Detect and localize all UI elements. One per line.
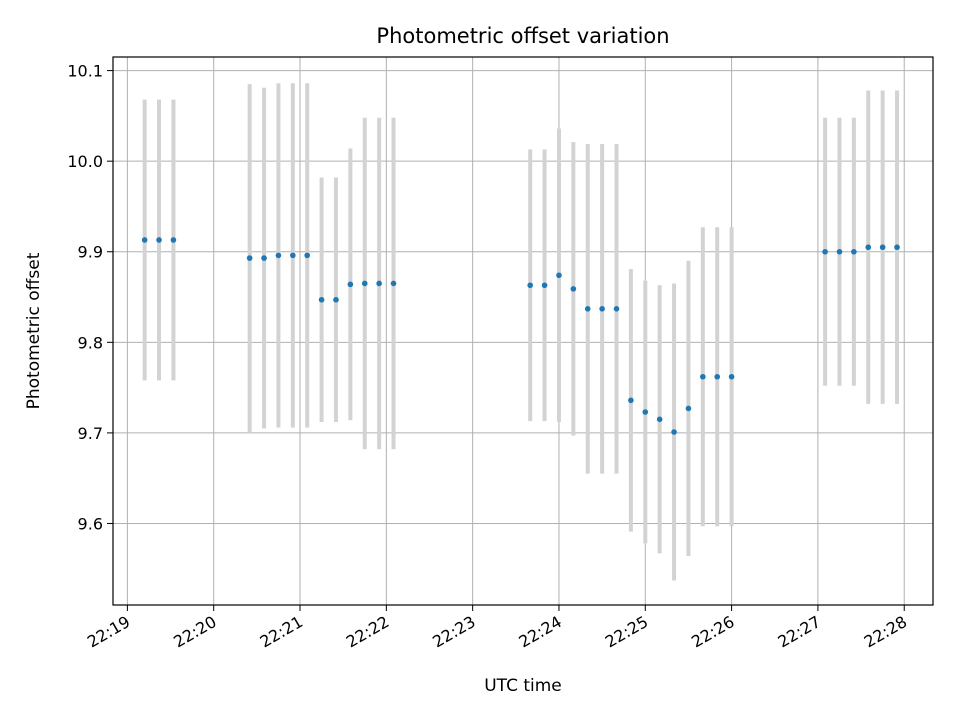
data-point [333, 296, 339, 303]
data-point [851, 248, 857, 255]
data-point [390, 280, 397, 287]
data-point [714, 373, 721, 380]
data-point [304, 252, 311, 259]
data-point [894, 244, 900, 251]
data-point [541, 282, 548, 289]
data-point [822, 248, 828, 255]
y-tick-label: 9.8 [78, 333, 103, 352]
data-point [290, 252, 296, 259]
data-points [141, 237, 900, 435]
data-point [865, 244, 872, 251]
data-point [570, 286, 577, 292]
data-point [836, 248, 843, 255]
data-point [879, 244, 886, 251]
data-point [613, 306, 620, 312]
y-tick-label: 10.1 [67, 62, 103, 81]
data-point [728, 373, 735, 380]
data-point [556, 272, 562, 279]
data-point [685, 405, 692, 412]
data-point [656, 416, 663, 423]
chart-title: Photometric offset variation [376, 24, 669, 48]
data-point [361, 280, 368, 287]
data-point [671, 429, 677, 435]
y-axis-ticks: 9.6 9.7 9.8 9.9 10.0 10.1 [67, 62, 113, 533]
y-axis-label: Photometric offset [24, 252, 44, 409]
data-point [376, 280, 382, 287]
y-tick-label: 9.9 [78, 243, 103, 262]
data-point [275, 252, 282, 259]
data-point [141, 237, 148, 243]
data-point [599, 306, 605, 312]
data-point [628, 397, 634, 404]
plot-frame [112, 56, 934, 606]
data-point [170, 237, 177, 243]
data-point [261, 255, 267, 261]
data-point [246, 255, 253, 261]
data-point [347, 281, 354, 288]
y-tick-label: 10.0 [67, 152, 103, 171]
data-point [318, 296, 325, 303]
data-point [700, 373, 706, 380]
y-tick-label: 9.7 [78, 424, 103, 443]
data-point [527, 282, 533, 289]
data-point [584, 306, 591, 312]
y-tick-label: 9.6 [78, 514, 103, 533]
x-axis-label: UTC time [484, 676, 562, 696]
data-point [156, 237, 162, 243]
grid [113, 57, 933, 605]
data-point [642, 409, 649, 415]
